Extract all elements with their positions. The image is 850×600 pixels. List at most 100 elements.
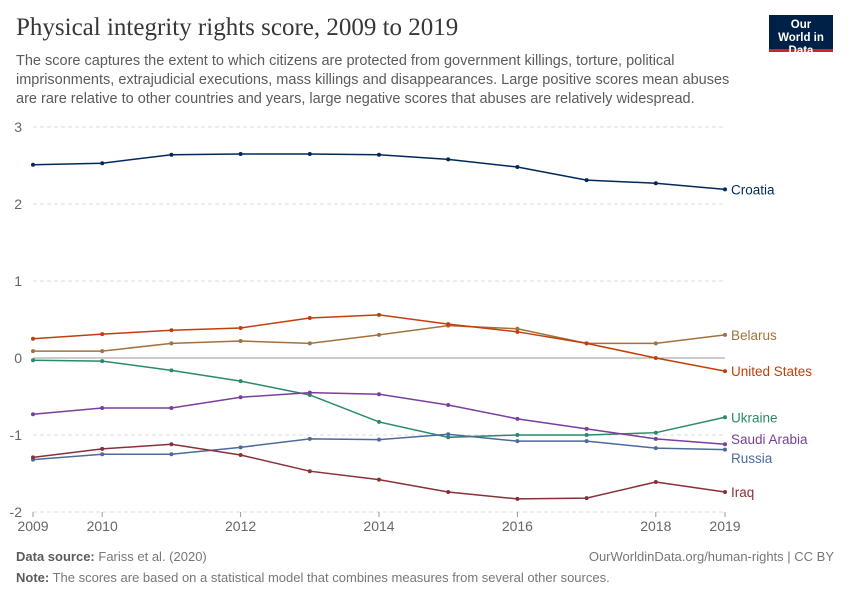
x-tick-label: 2018 — [640, 518, 671, 534]
data-point — [307, 469, 312, 474]
data-point — [515, 165, 520, 170]
source-link[interactable]: OurWorldinData.org/human-rights | CC BY — [588, 549, 834, 564]
data-point — [446, 435, 451, 440]
series-line-saudi-arabia — [32, 391, 726, 445]
data-point — [100, 332, 105, 337]
owid-logo[interactable]: Our World in Data — [769, 15, 833, 57]
data-point — [238, 379, 243, 384]
data-point — [100, 161, 105, 166]
data-point — [100, 359, 105, 364]
data-point — [377, 152, 381, 157]
y-tick-label: 3 — [14, 119, 22, 135]
data-point — [723, 489, 727, 494]
data-point — [31, 349, 35, 354]
data-point — [653, 356, 658, 360]
x-tick-label: 2016 — [502, 518, 533, 534]
chart-subtitle: The score captures the extent to which c… — [16, 53, 730, 107]
data-point — [723, 187, 727, 192]
data-point — [377, 437, 381, 442]
data-point — [584, 341, 589, 346]
data-point — [238, 339, 243, 344]
data-point — [446, 322, 451, 327]
data-point — [31, 336, 35, 341]
data-point — [31, 162, 35, 167]
data-point — [515, 416, 520, 421]
data-point — [169, 452, 174, 457]
data-point — [169, 152, 174, 157]
data-point — [584, 496, 589, 501]
data-point — [653, 446, 658, 451]
data-point — [653, 341, 658, 346]
data-point — [723, 369, 727, 374]
data-point — [446, 432, 451, 437]
series-line-iraq — [32, 443, 726, 500]
data-point — [584, 426, 589, 431]
series-label: Belarus — [731, 328, 777, 343]
data-point — [723, 442, 727, 447]
data-point — [238, 395, 243, 400]
data-point — [169, 442, 174, 447]
x-tick-label: 2010 — [87, 518, 118, 534]
data-point — [723, 415, 727, 420]
data-point — [238, 325, 243, 330]
data-point — [169, 341, 174, 346]
data-point — [31, 455, 35, 460]
y-tick-label: 0 — [14, 350, 22, 366]
data-point — [584, 178, 589, 183]
series-label: United States — [731, 364, 812, 379]
x-tick-label: 2014 — [363, 518, 394, 534]
series-line-ukraine — [32, 359, 726, 439]
data-source: Data source: Fariss et al. (2020) — [16, 549, 207, 564]
x-tick-label: 2009 — [17, 518, 48, 534]
data-point — [377, 332, 381, 337]
data-point — [377, 419, 381, 424]
data-point — [515, 326, 520, 331]
data-point — [377, 312, 381, 317]
data-point — [584, 439, 589, 444]
data-point — [723, 332, 727, 337]
data-point — [653, 430, 658, 435]
series-label: Ukraine — [731, 410, 778, 425]
data-point — [31, 358, 35, 363]
y-tick-label: 1 — [14, 273, 22, 289]
series-line-belarus — [33, 324, 726, 352]
data-point — [307, 315, 312, 320]
data-point — [169, 328, 174, 333]
data-point — [307, 436, 312, 441]
data-point — [653, 436, 658, 441]
data-point — [238, 445, 243, 450]
data-point — [169, 368, 174, 373]
line-chart: -2 -1 0 1 2 3 2009 2010 2012 2014 2016 2018 2019 Croa… — [10, 119, 813, 534]
data-point — [723, 447, 727, 452]
data-point — [169, 406, 174, 411]
data-point — [515, 329, 520, 334]
data-point — [446, 157, 451, 162]
data-point — [377, 392, 381, 397]
series-line-croatia — [32, 153, 726, 191]
data-point — [653, 181, 658, 186]
series-label: Russia — [731, 451, 773, 466]
data-point — [653, 479, 658, 484]
y-tick-label: 2 — [14, 196, 22, 212]
data-point — [515, 433, 520, 437]
x-tick-label: 2019 — [709, 518, 740, 534]
data-point — [100, 452, 105, 457]
y-tick-label: -2 — [10, 504, 23, 520]
data-point — [377, 477, 381, 482]
data-point — [446, 489, 451, 494]
x-tick-label: 2012 — [225, 518, 256, 534]
data-point — [31, 412, 35, 417]
data-point — [238, 151, 243, 156]
note: Note: The scores are based on a statisti… — [16, 570, 610, 585]
data-point — [307, 151, 312, 156]
y-tick-label: -1 — [10, 427, 23, 443]
data-point — [238, 453, 243, 458]
data-point — [100, 406, 105, 411]
chart-title: Physical integrity rights score, 2009 to… — [16, 14, 459, 41]
data-point — [446, 402, 451, 407]
data-point — [515, 496, 520, 501]
data-point — [515, 439, 520, 444]
data-point — [100, 349, 105, 354]
series-label: Croatia — [731, 182, 775, 197]
data-point — [307, 341, 312, 346]
